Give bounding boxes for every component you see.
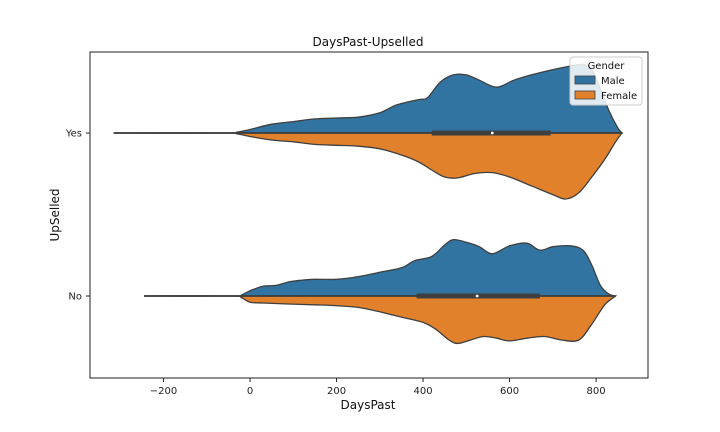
x-tick-label: 0 — [247, 386, 253, 397]
x-tick-label: 400 — [414, 386, 433, 397]
violin-median-no — [475, 294, 479, 298]
violin-median-yes — [490, 131, 494, 135]
violin-layer — [113, 63, 624, 345]
x-tick-label: 600 — [500, 386, 519, 397]
y-axis-ticks: Yes No — [65, 129, 90, 303]
violin-half-female-no — [144, 295, 618, 345]
x-tick-label: 200 — [327, 386, 346, 397]
x-tick-label: 800 — [587, 386, 606, 397]
legend-swatch-female — [574, 90, 596, 100]
plot-frame — [89, 51, 649, 379]
legend: Gender Male Female — [569, 56, 643, 106]
y-tick-label: Yes — [65, 129, 82, 140]
legend-label-female: Female — [601, 91, 637, 102]
legend-swatch-male — [574, 75, 596, 85]
legend-title: Gender — [588, 61, 626, 72]
x-tick-label: −200 — [150, 386, 177, 397]
x-axis-ticks: −200 0 200 400 600 800 — [150, 378, 606, 397]
y-tick-label: No — [68, 292, 82, 303]
violin-half-female-yes — [113, 132, 624, 200]
y-axis-label: UpSelled — [48, 188, 62, 241]
x-axis-label: DaysPast — [341, 398, 396, 412]
chart-title: DaysPast-Upselled — [313, 35, 424, 49]
violin-half-male-yes — [113, 63, 624, 134]
violin-half-male-no — [144, 238, 616, 297]
legend-label-male: Male — [601, 76, 625, 87]
